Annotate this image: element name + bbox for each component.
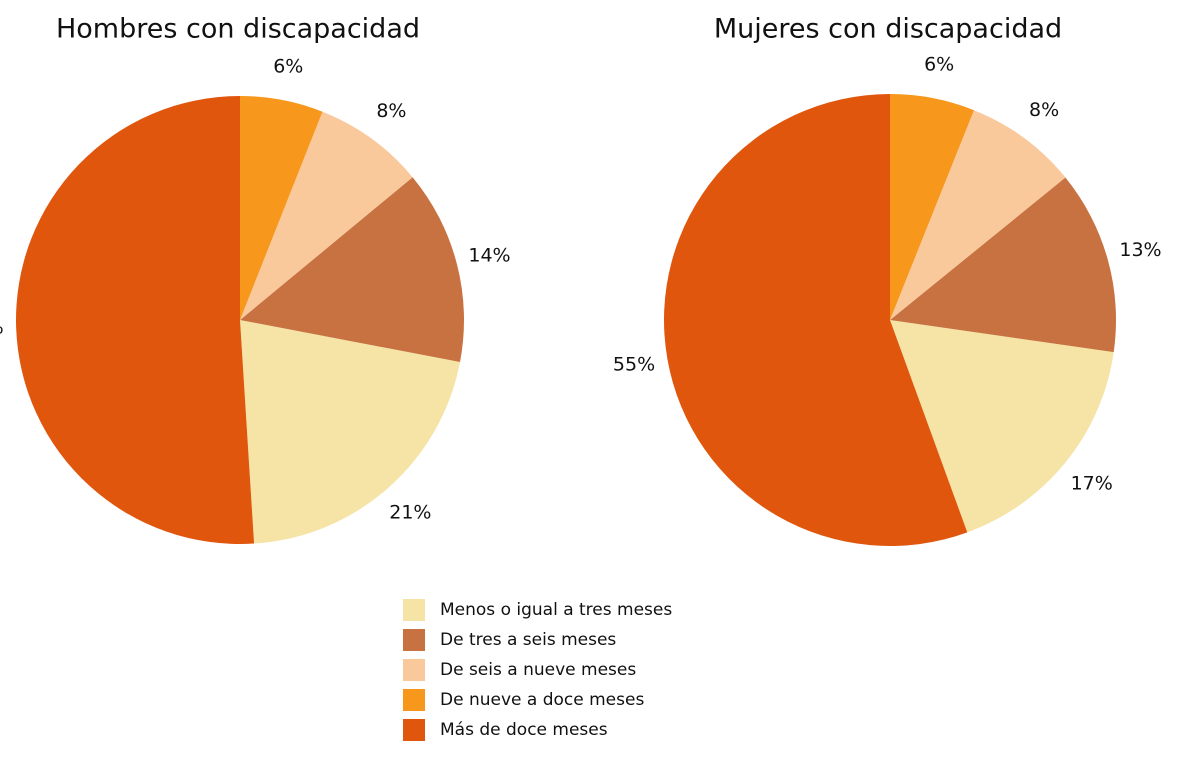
legend-label: De nueve a doce meses <box>440 690 644 710</box>
data-label: 8% <box>376 100 406 122</box>
pie-slice <box>240 177 465 362</box>
legend-label: Más de doce meses <box>440 720 608 740</box>
pie-slice <box>890 110 1066 321</box>
data-label: 14% <box>468 244 510 266</box>
pie-slice <box>890 320 1114 533</box>
data-label: 17% <box>1071 472 1113 494</box>
legend-label: Menos o igual a tres meses <box>440 600 672 620</box>
legend-swatch <box>403 689 425 711</box>
data-label: 8% <box>1029 99 1059 121</box>
legend-swatch <box>403 659 425 681</box>
legend-swatch <box>403 719 425 741</box>
data-label: 55% <box>613 354 655 376</box>
pie-slice <box>664 94 968 546</box>
chart-title: Mujeres con discapacidad <box>714 14 1062 45</box>
data-label: 21% <box>389 502 431 524</box>
pie-slice <box>240 96 323 320</box>
data-label: 13% <box>1119 239 1161 261</box>
data-label: 6% <box>273 55 303 77</box>
pie-slice <box>16 96 255 544</box>
data-label: 51% <box>0 317 4 339</box>
legend-label: De seis a nueve meses <box>440 660 636 680</box>
legend-label: De tres a seis meses <box>440 630 616 650</box>
legend-swatch <box>403 599 425 621</box>
pie-slice <box>890 94 974 320</box>
chart-title: Hombres con discapacidad <box>56 14 420 45</box>
pie-slice <box>240 111 413 320</box>
pie-slice <box>890 177 1116 353</box>
pie-slice <box>240 320 461 544</box>
data-label: 6% <box>924 53 954 75</box>
legend-swatch <box>403 629 425 651</box>
